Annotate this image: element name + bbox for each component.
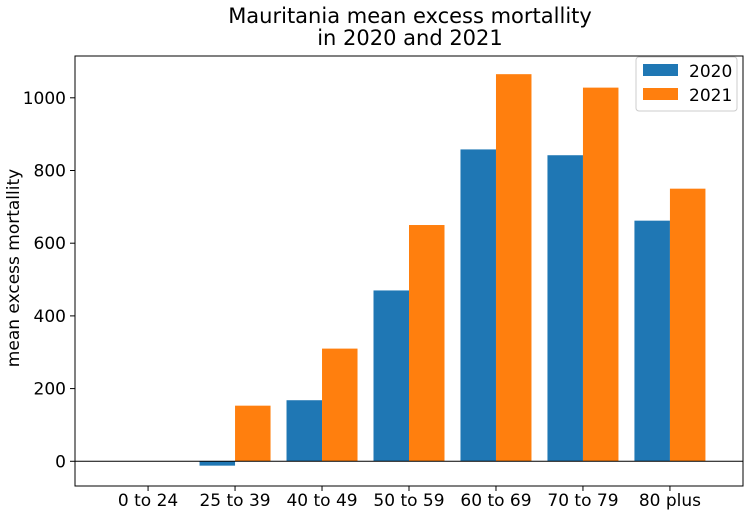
x-tick-label-0-to-24: 0 to 24	[118, 491, 178, 511]
bar-2021-70-to-79	[582, 87, 619, 462]
bar-2020-40-to-49	[286, 400, 323, 462]
x-tick-label-70-to-79: 70 to 79	[547, 491, 618, 511]
legend: 2020 2021	[635, 56, 738, 112]
bar-2021-40-to-49	[322, 348, 358, 462]
bar-2020-50-to-59	[373, 290, 409, 462]
legend-label-2020: 2020	[689, 62, 732, 82]
y-tick-label-400: 400	[34, 307, 66, 327]
bar-2020-60-to-69	[460, 149, 496, 462]
bar-2021-25-to-39	[235, 405, 271, 462]
legend-swatch-2020	[643, 64, 678, 76]
bar-2020-70-to-79	[547, 155, 583, 462]
x-tick-label-80-plus: 80 plus	[639, 491, 701, 511]
y-axis: 0 200 400 600 800 1000	[23, 89, 75, 472]
x-tick-label-25-to-39: 25 to 39	[199, 491, 270, 511]
chart-title-line-2: in 2020 and 2021	[317, 26, 503, 50]
x-tick-label-40-to-49: 40 to 49	[286, 491, 357, 511]
bar-2021-80-plus	[669, 188, 706, 462]
legend-swatch-2021	[643, 88, 678, 100]
legend-label-2021: 2021	[689, 86, 732, 106]
y-tick-label-600: 600	[34, 234, 66, 254]
bar-2021-60-to-69	[495, 74, 532, 462]
y-tick-label-1000: 1000	[23, 89, 66, 109]
bar-2020-80-plus	[634, 220, 670, 462]
chart-title-line-1: Mauritania mean excess mortallity	[228, 4, 592, 28]
x-tick-label-60-to-69: 60 to 69	[460, 491, 531, 511]
y-tick-label-200: 200	[34, 380, 66, 400]
bar-2021-50-to-59	[409, 225, 445, 462]
y-axis-label: mean excess mortallity	[4, 169, 24, 367]
y-tick-label-0: 0	[55, 452, 66, 472]
x-axis: 0 to 24 25 to 39 40 to 49 50 to 59 60 to 69 7…	[118, 486, 701, 511]
x-tick-label-50-to-59: 50 to 59	[373, 491, 444, 511]
bar-2020-25-to-39	[199, 461, 236, 466]
bars-group	[199, 74, 706, 466]
y-tick-label-800: 800	[34, 161, 66, 181]
